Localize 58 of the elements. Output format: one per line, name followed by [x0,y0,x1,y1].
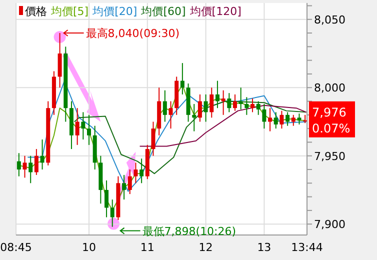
x-tick-label: 12 [198,240,213,254]
candlestick [291,114,296,126]
text: 均價[20] [92,5,138,18]
candlestick [297,113,302,125]
candlestick [244,96,249,116]
x-tick-label: 13 [257,240,272,254]
candlestick [198,94,202,122]
candlestick [75,108,80,146]
x-tick-label: 11 [140,240,154,254]
candlestick [168,100,173,130]
candlestick [215,80,220,109]
candlestick [34,148,38,176]
candlestick [87,114,91,146]
candlestick [250,98,255,113]
candlestick [16,152,21,177]
candlestick [40,138,44,170]
annotation: 最低7,898(10:26) [142,224,236,238]
candlestick [221,90,226,116]
candlestick [238,87,243,110]
candlestick [122,174,126,200]
text: 0.07% [312,121,350,136]
candlestick [268,108,272,132]
legend-label: 價格 [24,5,47,18]
text: 7,976 [312,105,346,120]
x-tick-label: 13:44 [291,240,323,254]
annotation: 最高8,040(09:30) [86,27,180,40]
candlestick [134,162,138,184]
y-tick-label: 8,050 [314,13,346,26]
candlestick [274,112,278,130]
y-tick-label: 7,950 [314,150,346,163]
x-tick-label: 10 [82,240,96,254]
candlestick [204,94,208,122]
candlestick [210,87,214,118]
text: 均價[120] [190,5,242,18]
candlestick [81,112,86,140]
candlestick [104,180,109,218]
candlestick [286,112,290,126]
candlestick [192,103,196,132]
candlestick [128,168,132,195]
y-tick-label: 8,000 [314,82,346,95]
text: 均價[5] [51,5,89,18]
candlestick [22,155,27,178]
candlestick [280,110,284,130]
candlestick [180,62,184,95]
text: 均價[60] [141,5,186,18]
candlestick [162,90,167,122]
candlestick [256,100,260,116]
candlestick [151,121,156,156]
x-tick-label: 08:45 [0,240,32,254]
candlestick [110,199,114,228]
candlestick [58,32,62,88]
candlestick [28,155,33,184]
candlestick [262,103,266,130]
line-series [139,104,307,147]
y-tick-label: 7,900 [314,218,346,231]
candlestick [232,94,237,112]
candlestick [140,158,144,184]
candlestick [227,92,232,113]
